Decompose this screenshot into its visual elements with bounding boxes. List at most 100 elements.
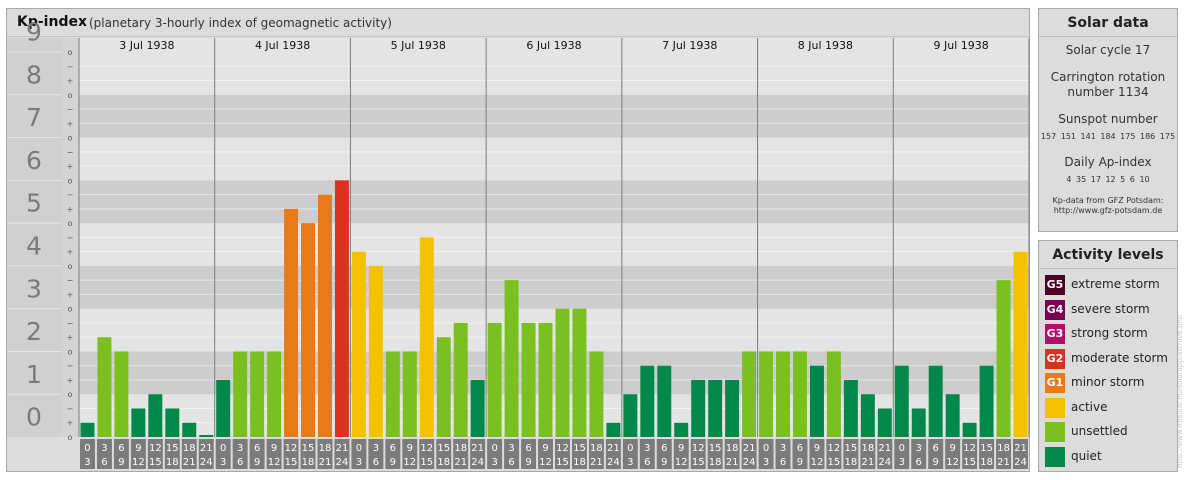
interval-end-label: 12 bbox=[403, 457, 416, 468]
interval-box bbox=[894, 439, 910, 469]
interval-start-label: 9 bbox=[542, 443, 548, 454]
interval-box bbox=[385, 439, 401, 469]
interval-end-label: 12 bbox=[811, 457, 824, 468]
legend-swatch: G5 bbox=[1045, 275, 1065, 295]
y-subtick-label: + bbox=[67, 376, 74, 385]
interval-start-label: 6 bbox=[254, 443, 260, 454]
chart-subtitle: (planetary 3-hourly index of geomagnetic… bbox=[89, 16, 392, 30]
interval-box bbox=[521, 439, 537, 469]
interval-end-label: 9 bbox=[254, 457, 260, 468]
kp-bar bbox=[894, 365, 909, 437]
interval-end-label: 12 bbox=[539, 457, 552, 468]
kp-bar bbox=[725, 379, 740, 437]
interval-end-label: 15 bbox=[285, 457, 298, 468]
interval-box bbox=[232, 439, 248, 469]
sunspot-values: 157 151 141 184 175 186 175 bbox=[1040, 132, 1176, 141]
y-subtick-label: − bbox=[67, 148, 74, 157]
interval-box bbox=[283, 439, 299, 469]
kp-band bbox=[79, 308, 1029, 352]
y-subtick-label: + bbox=[67, 333, 74, 342]
kp-bar bbox=[572, 308, 587, 437]
interval-start-label: 6 bbox=[661, 443, 667, 454]
interval-box bbox=[164, 439, 180, 469]
interval-end-label: 24 bbox=[878, 457, 891, 468]
interval-box bbox=[317, 439, 333, 469]
interval-end-label: 6 bbox=[237, 457, 243, 468]
interval-box bbox=[368, 439, 384, 469]
kp-bar bbox=[487, 322, 502, 437]
interval-start-label: 15 bbox=[573, 443, 586, 454]
legend-label: minor storm bbox=[1071, 375, 1145, 389]
interval-start-label: 18 bbox=[997, 443, 1010, 454]
y-tick-label: 5 bbox=[26, 189, 42, 218]
interval-end-label: 3 bbox=[627, 457, 633, 468]
interval-end-label: 3 bbox=[899, 457, 905, 468]
kp-bar bbox=[182, 422, 197, 437]
kp-bar bbox=[555, 308, 570, 437]
interval-start-label: 0 bbox=[491, 443, 497, 454]
kp-band bbox=[79, 52, 1029, 95]
interval-box bbox=[266, 439, 282, 469]
kp-band bbox=[79, 137, 1029, 181]
watermark-text: http://www.ftpsolar.eu/solarapp/archive.… bbox=[1176, 314, 1184, 468]
y-subtick-label: − bbox=[67, 62, 74, 71]
interval-box bbox=[588, 439, 604, 469]
interval-start-label: 3 bbox=[780, 443, 786, 454]
interval-end-label: 15 bbox=[828, 457, 841, 468]
interval-end-label: 24 bbox=[607, 457, 620, 468]
interval-box bbox=[707, 439, 723, 469]
credit-line2: http://www.gfz-potsdam.de bbox=[1053, 206, 1163, 215]
interval-box bbox=[928, 439, 944, 469]
y-subtick-label: + bbox=[67, 119, 74, 128]
interval-box bbox=[979, 439, 995, 469]
y-tick-label: 4 bbox=[26, 232, 42, 261]
interval-start-label: 12 bbox=[420, 443, 433, 454]
interval-box bbox=[724, 439, 740, 469]
kp-bar bbox=[691, 379, 706, 437]
interval-end-label: 21 bbox=[726, 457, 739, 468]
interval-start-label: 9 bbox=[271, 443, 277, 454]
interval-start-label: 15 bbox=[709, 443, 722, 454]
kp-bar bbox=[318, 194, 332, 437]
y-subtick-label: − bbox=[67, 233, 74, 242]
interval-start-label: 12 bbox=[149, 443, 162, 454]
interval-start-label: 21 bbox=[336, 443, 349, 454]
legend-swatch: G2 bbox=[1045, 348, 1065, 369]
interval-box bbox=[877, 439, 893, 469]
interval-start-label: 15 bbox=[845, 443, 858, 454]
interval-box bbox=[80, 439, 95, 469]
kp-bar bbox=[436, 337, 451, 437]
interval-end-label: 6 bbox=[644, 457, 650, 468]
interval-start-label: 12 bbox=[963, 443, 976, 454]
solar-cycle: Solar cycle 17 bbox=[1065, 43, 1151, 57]
kp-bar bbox=[368, 265, 383, 437]
solar-data-title: Solar data bbox=[1039, 9, 1177, 37]
interval-end-label: 21 bbox=[319, 457, 332, 468]
interval-start-label: 21 bbox=[878, 443, 891, 454]
kp-band bbox=[79, 223, 1029, 266]
interval-start-label: 18 bbox=[861, 443, 874, 454]
kp-bar bbox=[962, 422, 977, 437]
interval-box bbox=[843, 439, 859, 469]
legend-swatch bbox=[1045, 397, 1065, 418]
kp-bar bbox=[521, 322, 536, 437]
kp-bar bbox=[351, 251, 366, 437]
kp-bar-chart: 0123456789+o+o−+o−+o−+o−+o−+o−+o−+o−o−3 … bbox=[7, 18, 1030, 470]
kp-bar bbox=[402, 351, 417, 437]
interval-end-label: 6 bbox=[916, 457, 922, 468]
interval-start-label: 18 bbox=[590, 443, 603, 454]
kp-bar bbox=[640, 365, 655, 437]
y-subtick-label: + bbox=[67, 205, 74, 214]
kp-bar bbox=[657, 365, 672, 437]
day-label: 3 Jul 1938 bbox=[119, 39, 174, 52]
kp-bar bbox=[301, 223, 315, 437]
y-subtick-label: o bbox=[68, 347, 73, 356]
kp-bar bbox=[1013, 251, 1028, 437]
interval-end-label: 21 bbox=[997, 457, 1010, 468]
interval-end-label: 15 bbox=[963, 457, 976, 468]
interval-box bbox=[351, 439, 367, 469]
interval-box bbox=[996, 439, 1012, 469]
kp-bar bbox=[148, 394, 163, 437]
interval-box bbox=[826, 439, 842, 469]
interval-box bbox=[334, 439, 350, 469]
